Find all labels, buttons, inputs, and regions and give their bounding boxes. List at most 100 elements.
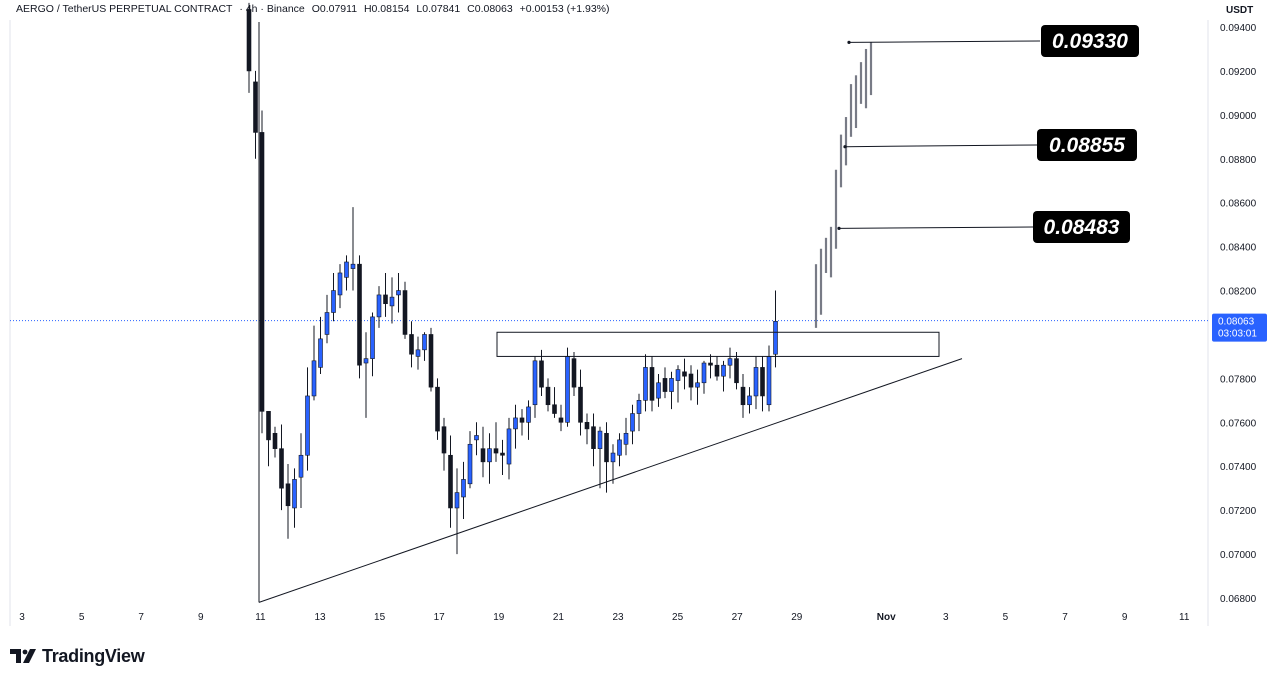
price-tag-value: 0.08063 xyxy=(1218,317,1255,328)
x-tick-label: 15 xyxy=(374,612,386,623)
candle-up xyxy=(695,382,700,388)
candle-down xyxy=(519,417,525,423)
candle-down xyxy=(435,386,440,432)
target-callout-label: 0.09330 xyxy=(1052,30,1128,53)
x-tick-label: 3 xyxy=(19,612,25,623)
candle-up xyxy=(363,358,369,364)
price-tag-background xyxy=(1212,313,1267,342)
candle-up xyxy=(669,378,674,392)
candle-down xyxy=(357,263,362,366)
interval-label: · 4h · Binance xyxy=(239,3,305,15)
x-tick-label: 29 xyxy=(791,612,803,623)
y-tick-label: 0.07800 xyxy=(1220,374,1257,385)
candle-up xyxy=(506,428,512,465)
x-tick-label: 19 xyxy=(493,612,505,623)
candle-up xyxy=(305,395,310,456)
candle-up xyxy=(331,290,336,313)
candle-down xyxy=(259,132,265,412)
candle-up xyxy=(643,367,648,401)
y-tick-label: 0.09400 xyxy=(1220,23,1257,34)
candle-down xyxy=(571,358,577,388)
candle-down xyxy=(402,290,408,335)
candle-down xyxy=(734,358,739,384)
candle-down xyxy=(714,364,720,377)
candle-down xyxy=(584,422,590,430)
ascending-trendline xyxy=(258,358,963,603)
candle-up xyxy=(487,448,492,463)
candle-down xyxy=(480,448,486,463)
target-callout-box xyxy=(1037,129,1137,161)
change-value: +0.00153 (+1.93%) xyxy=(519,3,610,15)
high-value: H0.08154 xyxy=(363,3,410,15)
candle-down xyxy=(558,417,564,423)
brand-name: TradingView xyxy=(42,645,145,666)
projection-layer xyxy=(814,42,873,328)
x-tick-label: 13 xyxy=(314,612,326,623)
candle-up xyxy=(701,362,707,384)
candle-up xyxy=(376,294,382,318)
candle-down xyxy=(253,81,258,133)
candle-down xyxy=(740,386,746,406)
candle-down xyxy=(578,386,583,423)
x-tick-label: 23 xyxy=(612,612,624,623)
candle-up xyxy=(526,406,531,423)
candle-up xyxy=(389,296,395,307)
candle-up xyxy=(753,367,759,397)
y-tick-label: 0.08200 xyxy=(1220,287,1257,298)
y-tick-label: 0.07000 xyxy=(1220,550,1257,561)
candle-down xyxy=(708,362,713,366)
open-value: O0.07911 xyxy=(311,3,358,15)
candle-down xyxy=(545,386,551,406)
currency-label[interactable]: USDT xyxy=(1226,5,1254,16)
candle-up xyxy=(474,435,479,441)
candle-up xyxy=(597,430,603,449)
chart-frame xyxy=(9,20,1209,626)
x-tick-label: 25 xyxy=(672,612,684,623)
candle-up xyxy=(467,443,473,485)
y-tick-label: 0.07400 xyxy=(1220,462,1257,473)
candle-down xyxy=(272,432,278,449)
drawings-layer[interactable] xyxy=(258,22,963,603)
candle-down xyxy=(760,367,765,397)
candle-down xyxy=(383,294,388,305)
candle-down xyxy=(500,452,505,456)
candle-up xyxy=(454,492,460,509)
candle-up xyxy=(292,479,297,509)
candle-up xyxy=(721,364,726,377)
x-tick-label: 9 xyxy=(1122,612,1128,623)
y-tick-label: 0.06800 xyxy=(1220,594,1257,605)
target-callout-label: 0.08855 xyxy=(1049,134,1125,157)
candle-down xyxy=(493,448,499,454)
x-tick-label: 11 xyxy=(255,612,266,623)
low-value: L0.07841 xyxy=(416,3,461,15)
callouts-layer: 0.09330 0.08855 0.08483 xyxy=(837,25,1139,243)
candle-up xyxy=(461,479,466,498)
price-chart[interactable]: 0.06800 0.07000 0.07200 0.07400 0.07600 0.078… xyxy=(0,0,1280,640)
x-tick-label: 7 xyxy=(1062,612,1068,623)
candle-up xyxy=(610,452,616,463)
x-tick-label: Nov xyxy=(877,612,896,623)
candle-down xyxy=(279,448,284,489)
candle-down xyxy=(246,9,252,72)
candle-down xyxy=(539,360,544,388)
target-callout-box xyxy=(1033,211,1130,243)
candle-up xyxy=(630,413,635,432)
x-tick-label: 27 xyxy=(732,612,744,623)
candle-up xyxy=(773,320,778,355)
candle-up xyxy=(747,395,752,406)
time-axis[interactable]: 3 5 7 9 11 13 15 17 19 21 23 25 27 29 Nov 3 5 7 9 11 xyxy=(19,612,1190,623)
x-tick-label: 21 xyxy=(553,612,565,623)
candle-down xyxy=(649,367,655,401)
candle-up xyxy=(415,349,421,357)
y-tick-label: 0.07200 xyxy=(1220,506,1257,517)
target-leader-line xyxy=(844,144,1038,148)
y-tick-label: 0.08600 xyxy=(1220,199,1257,210)
candle-up xyxy=(727,358,733,366)
candle-down xyxy=(552,404,557,414)
candle-up xyxy=(565,356,570,423)
tradingview-logo[interactable]: TradingView xyxy=(10,645,145,667)
candle-down xyxy=(682,371,687,377)
candle-up xyxy=(513,417,518,430)
candle-down xyxy=(428,334,434,388)
